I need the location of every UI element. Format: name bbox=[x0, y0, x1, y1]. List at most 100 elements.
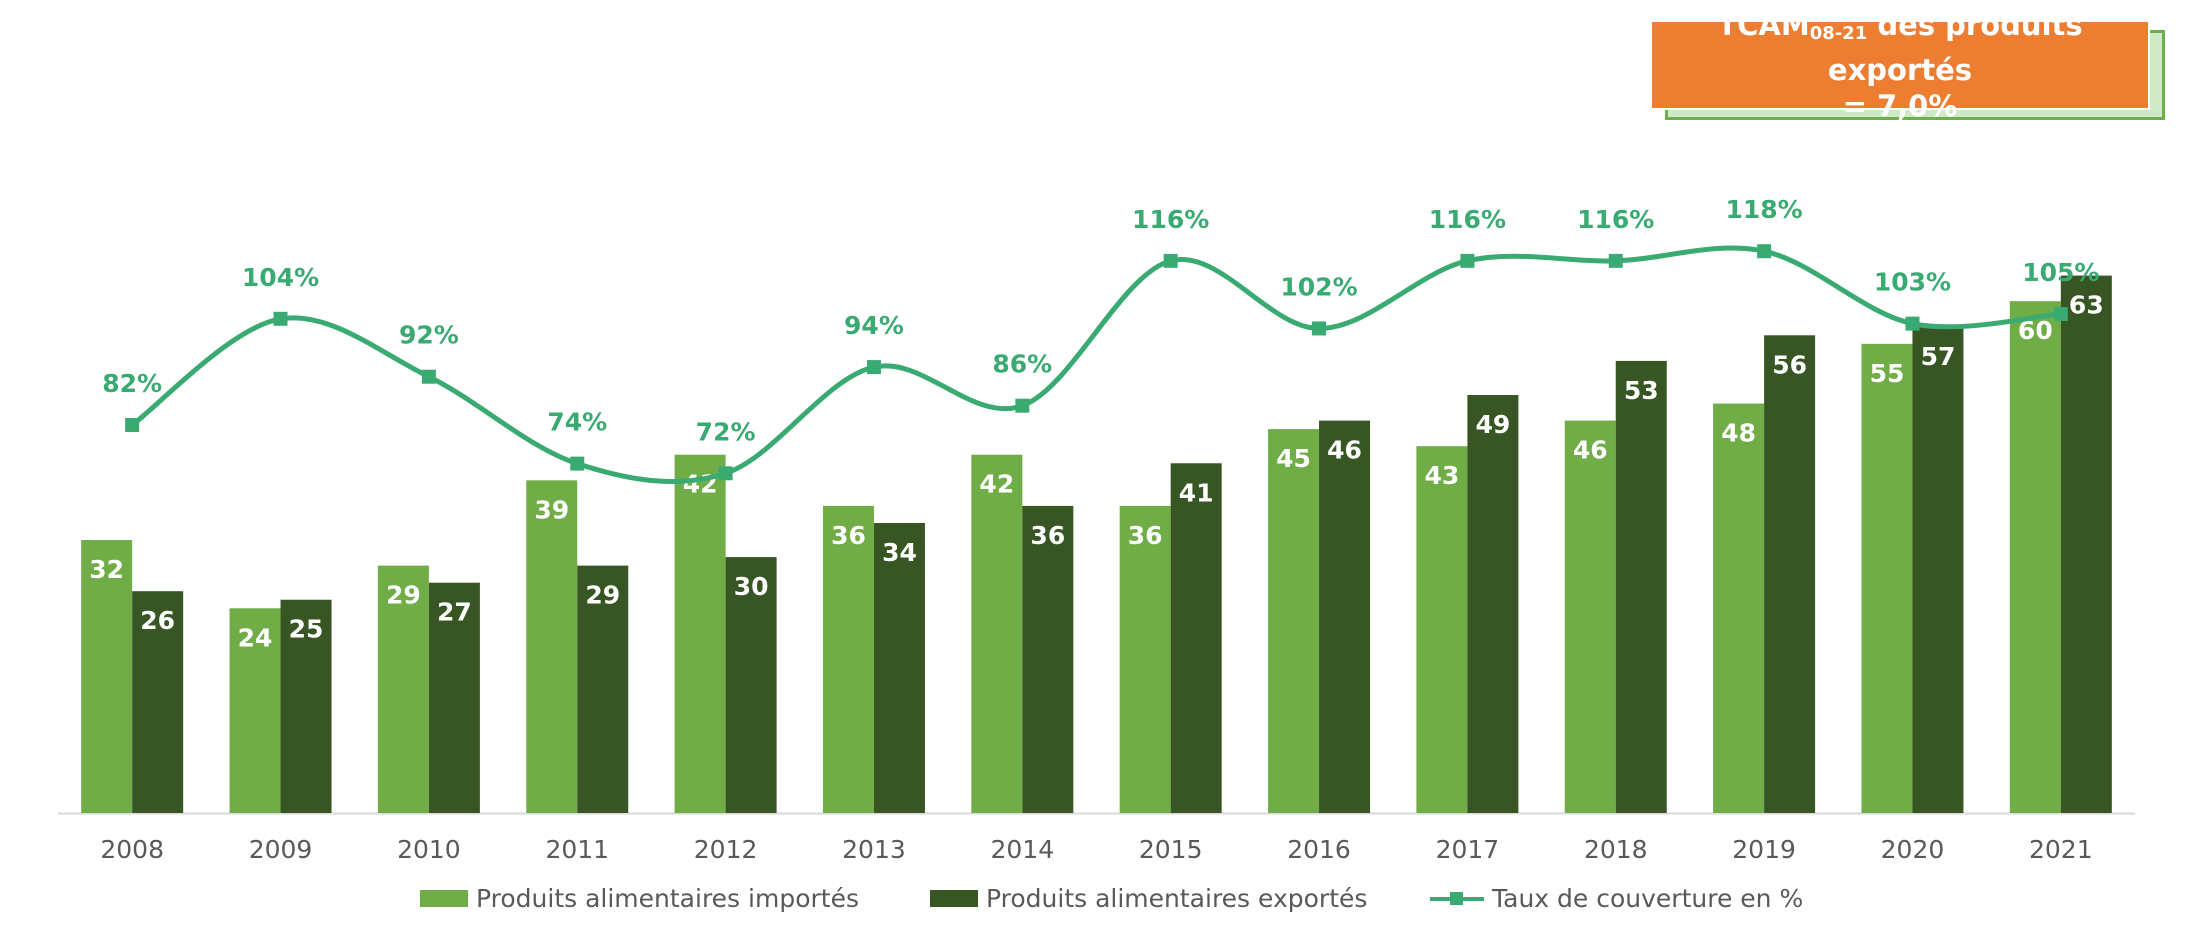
label-imported-2010: 29 bbox=[386, 581, 421, 610]
bar-imported-2015 bbox=[1119, 505, 1171, 813]
coverage-point-2016 bbox=[1312, 321, 1327, 336]
label-exported-2015: 41 bbox=[1179, 478, 1214, 507]
label-exported-2019: 56 bbox=[1772, 350, 1807, 379]
bar-imported-2019 bbox=[1713, 403, 1765, 813]
bar-exported-2009 bbox=[280, 599, 332, 813]
bar-exported-2017 bbox=[1467, 395, 1519, 813]
bar-imported-2014 bbox=[971, 454, 1023, 813]
bar-exported-2019 bbox=[1764, 335, 1816, 813]
label-exported-2016: 46 bbox=[1327, 436, 1362, 465]
label-imported-2018: 46 bbox=[1573, 436, 1608, 465]
coverage-label-2009: 104% bbox=[242, 263, 319, 292]
label-exported-2021: 63 bbox=[2069, 291, 2104, 320]
coverage-label-2020: 103% bbox=[1874, 268, 1951, 297]
legend-item-exported: Produits alimentaires exportés bbox=[930, 884, 1367, 913]
label-exported-2014: 36 bbox=[1030, 521, 1065, 550]
label-imported-2012: 42 bbox=[683, 470, 718, 499]
legend-item-imported: Produits alimentaires importés bbox=[420, 884, 859, 913]
bar-imported-2012 bbox=[674, 454, 726, 813]
label-exported-2011: 29 bbox=[585, 581, 620, 610]
legend-swatch-coverage bbox=[1430, 890, 1484, 907]
coverage-point-2017 bbox=[1460, 253, 1475, 268]
tick-label-2017: 2017 bbox=[1436, 835, 1500, 864]
label-imported-2015: 36 bbox=[1128, 521, 1163, 550]
label-imported-2017: 43 bbox=[1424, 461, 1459, 490]
chart: 32 26 2008 24 25 2009 29 27 2010 39 29 2011 42 30 2012… bbox=[58, 195, 2135, 864]
coverage-point-2009 bbox=[273, 311, 288, 326]
coverage-label-2019: 118% bbox=[1725, 195, 1802, 224]
label-exported-2018: 53 bbox=[1624, 376, 1659, 405]
bar-exported-2020 bbox=[1912, 326, 1964, 813]
bar-exported-2016 bbox=[1319, 420, 1371, 813]
coverage-point-2013 bbox=[866, 360, 881, 375]
legend: Produits alimentaires importés Produits … bbox=[0, 884, 2190, 920]
coverage-point-2021 bbox=[2053, 306, 2068, 321]
bar-imported-2021 bbox=[2009, 301, 2061, 813]
coverage-label-2013: 94% bbox=[844, 311, 904, 340]
label-imported-2013: 36 bbox=[831, 521, 866, 550]
coverage-point-2014 bbox=[1015, 398, 1030, 413]
tick-label-2015: 2015 bbox=[1139, 835, 1203, 864]
coverage-point-2011 bbox=[570, 456, 585, 471]
coverage-point-2019 bbox=[1757, 244, 1772, 259]
bar-exported-2021 bbox=[2060, 275, 2112, 813]
coverage-label-2017: 116% bbox=[1429, 205, 1506, 234]
tcam-main: TCAM bbox=[1717, 7, 1810, 42]
tcam-sub: 08-21 bbox=[1809, 22, 1868, 44]
bar-exported-2011 bbox=[577, 565, 629, 813]
bar-imported-2011 bbox=[526, 480, 578, 813]
bar-imported-2010 bbox=[377, 565, 429, 813]
label-imported-2016: 45 bbox=[1276, 444, 1311, 473]
bar-imported-2017 bbox=[1416, 446, 1468, 813]
coverage-label-2018: 116% bbox=[1577, 205, 1654, 234]
label-imported-2009: 24 bbox=[238, 623, 273, 652]
tick-label-2020: 2020 bbox=[1881, 835, 1945, 864]
label-imported-2020: 55 bbox=[1870, 359, 1905, 388]
coverage-label-2021: 105% bbox=[2022, 258, 2099, 287]
tick-label-2019: 2019 bbox=[1732, 835, 1796, 864]
bar-exported-2018 bbox=[1615, 360, 1667, 813]
coverage-point-2012 bbox=[718, 466, 733, 481]
coverage-point-2008 bbox=[125, 418, 140, 432]
tick-label-2011: 2011 bbox=[545, 835, 609, 864]
bar-imported-2020 bbox=[1861, 343, 1913, 813]
bar-exported-2008 bbox=[132, 591, 184, 813]
legend-label-imported: Produits alimentaires importés bbox=[476, 884, 859, 913]
coverage-label-2014: 86% bbox=[992, 350, 1052, 379]
bar-imported-2009 bbox=[229, 608, 281, 813]
coverage-label-2011: 74% bbox=[547, 408, 607, 437]
tick-label-2018: 2018 bbox=[1584, 835, 1648, 864]
bar-imported-2016 bbox=[1268, 429, 1320, 813]
tick-label-2012: 2012 bbox=[694, 835, 758, 864]
bar-exported-2012 bbox=[725, 557, 777, 813]
tick-label-2016: 2016 bbox=[1287, 835, 1351, 864]
coverage-point-2020 bbox=[1905, 316, 1920, 331]
label-exported-2009: 25 bbox=[289, 615, 324, 644]
label-exported-2020: 57 bbox=[1921, 342, 1956, 371]
legend-swatch-exported bbox=[930, 890, 978, 907]
bar-imported-2013 bbox=[822, 505, 874, 813]
bar-exported-2013 bbox=[873, 522, 925, 813]
legend-label-coverage: Taux de couverture en % bbox=[1492, 884, 1804, 913]
bar-exported-2010 bbox=[428, 582, 480, 813]
coverage-line bbox=[130, 245, 2061, 485]
label-exported-2017: 49 bbox=[1475, 410, 1510, 439]
coverage-label-2015: 116% bbox=[1132, 205, 1209, 234]
coverage-label-2016: 102% bbox=[1280, 272, 1357, 301]
bar-imported-2008 bbox=[81, 540, 133, 813]
legend-item-coverage: Taux de couverture en % bbox=[1430, 884, 1803, 913]
label-imported-2019: 48 bbox=[1721, 419, 1756, 448]
label-imported-2011: 39 bbox=[534, 495, 569, 524]
tick-label-2009: 2009 bbox=[249, 835, 313, 864]
tcam-annotation: TCAM08-21 des produits exportés = 7,0% bbox=[1650, 8, 2150, 123]
label-imported-2014: 42 bbox=[979, 470, 1014, 499]
label-exported-2008: 26 bbox=[140, 606, 175, 635]
tick-label-2021: 2021 bbox=[2029, 835, 2093, 864]
tick-label-2013: 2013 bbox=[842, 835, 906, 864]
coverage-label-2008: 82% bbox=[102, 369, 162, 398]
label-exported-2012: 30 bbox=[734, 572, 769, 601]
label-exported-2013: 34 bbox=[882, 538, 917, 567]
tick-label-2014: 2014 bbox=[991, 835, 1055, 864]
tcam-line2: = 7,0% bbox=[1842, 88, 1958, 123]
bar-exported-2015 bbox=[1170, 463, 1222, 813]
